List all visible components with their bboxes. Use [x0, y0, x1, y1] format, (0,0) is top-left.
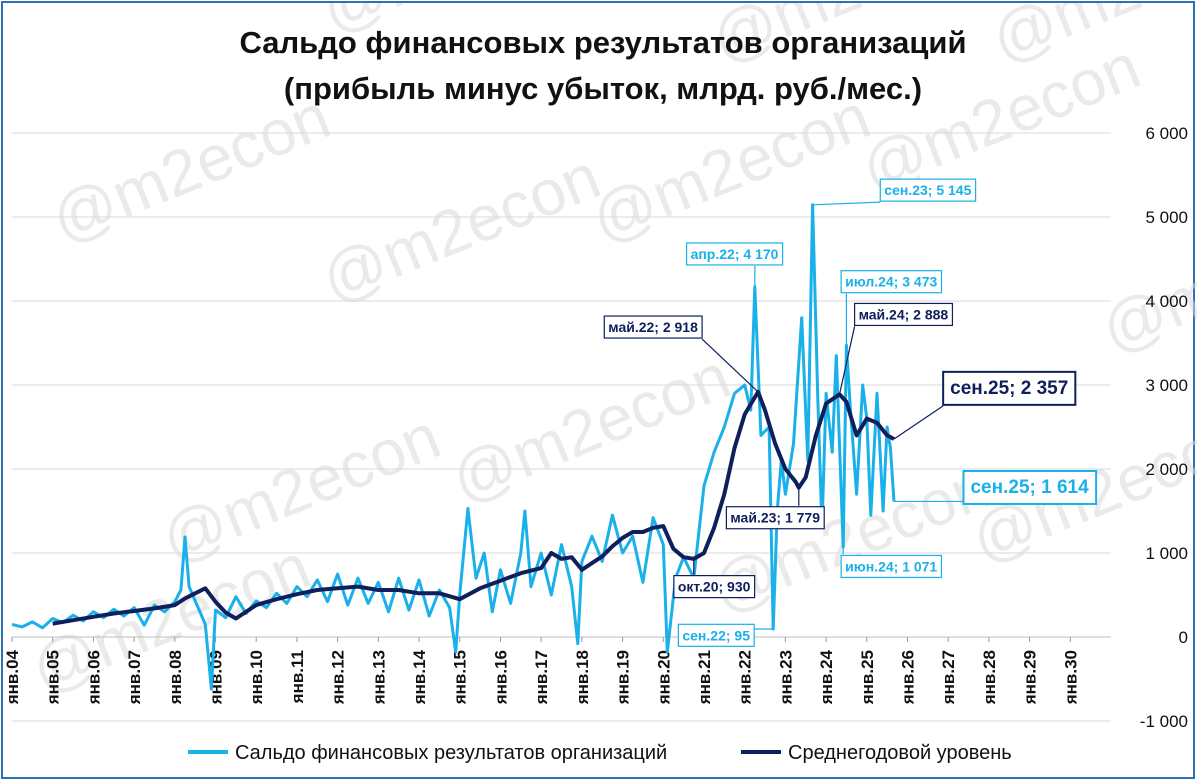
y-tick-label: 0 [1179, 628, 1188, 647]
x-tick-label: янв.18 [573, 650, 592, 705]
x-tick-label: янв.17 [532, 650, 551, 705]
y-tick-label: 2 000 [1145, 460, 1188, 479]
annotation-4: май.22; 2 918 [603, 315, 759, 393]
watermark-2: @m2econ [581, 80, 879, 256]
x-axis: янв.04 янв.05 янв.06 янв.07 янв.08 янв.09 янв.… [3, 637, 1080, 705]
x-tick-label: янв.22 [736, 650, 755, 705]
annotation-5: сен.25; 2 357 [893, 370, 1077, 440]
y-tick-label: 3 000 [1145, 376, 1188, 395]
watermark-6: @m2econ [441, 340, 739, 516]
annotation-box [853, 302, 954, 327]
gridlines [12, 132, 1111, 722]
x-tick-label: янв.28 [980, 650, 999, 705]
annotation-box [962, 469, 1098, 505]
chart-subtitle: (прибыль минус убыток, млрд. руб./мес.) [284, 71, 922, 106]
annotation-label: май.23; 1 779 [730, 510, 820, 526]
annotation-box [840, 270, 943, 294]
y-tick-label: -1 000 [1140, 712, 1188, 731]
annotation-label: июл.24; 3 473 [845, 274, 937, 290]
x-tick-label: янв.15 [451, 650, 470, 705]
annotation-0: сен.23; 5 145 [812, 178, 977, 206]
x-tick-label: янв.26 [898, 650, 917, 705]
series-line-2 [52, 389, 895, 626]
x-tick-label: янв.05 [44, 650, 63, 705]
x-tick-label: янв.10 [247, 650, 266, 705]
annotation-box [725, 506, 825, 530]
chart-title: Сальдо финансовых результатов организаци… [239, 25, 966, 60]
x-tick-label: янв.11 [288, 650, 307, 704]
y-tick-label: 5 000 [1145, 208, 1188, 227]
annotation-6: сен.25; 1 614 [894, 469, 1098, 505]
annotation-label: май.22; 2 918 [608, 319, 698, 335]
annotation-9: июн.24; 1 071 [840, 547, 943, 579]
annotation-label: сен.22; 95 [682, 627, 750, 643]
legend-label-series1: Сальдо финансовых результатов организаци… [235, 742, 667, 764]
annotation-2: июл.24; 3 473 [840, 270, 943, 346]
annotation-leader [812, 201, 881, 206]
x-tick-label: янв.12 [329, 650, 348, 705]
annotation-box [879, 178, 977, 202]
x-tick-label: янв.08 [166, 650, 185, 705]
y-tick-label: 4 000 [1145, 292, 1188, 311]
x-tick-label: янв.19 [614, 650, 633, 705]
watermark-0: @m2econ [41, 80, 339, 256]
x-tick-label: янв.04 [3, 649, 22, 705]
annotation-box [677, 623, 755, 647]
annotation-label: июн.24; 1 071 [845, 558, 937, 574]
x-tick-label: янв.29 [1021, 650, 1040, 705]
annotation-label: апр.22; 4 170 [691, 246, 779, 262]
annotation-label: сен.25; 2 357 [950, 378, 1068, 399]
y-tick-label: 1 000 [1145, 544, 1188, 563]
x-tick-label: янв.25 [858, 650, 877, 705]
x-tick-label: янв.20 [654, 650, 673, 705]
annotation-box [603, 315, 703, 339]
y-axis: -1 000 0 1 000 2 000 3 000 4 000 5 000 6 000 [1140, 124, 1188, 731]
series-line-1 [11, 203, 896, 691]
annotation-leader [893, 405, 944, 440]
y-tick-label: 6 000 [1145, 124, 1188, 143]
annotation-8: окт.20; 930 [673, 558, 756, 599]
annotation-1: апр.22; 4 170 [685, 242, 784, 287]
annotation-label: май.24; 2 888 [859, 306, 949, 322]
x-tick-label: янв.13 [369, 650, 388, 705]
x-tick-label: янв.24 [817, 649, 836, 705]
watermark-1: @m2econ [311, 140, 609, 316]
x-tick-label: янв.07 [125, 650, 144, 705]
legend: Сальдо финансовых результатов организаци… [188, 742, 1012, 764]
annotation-box [942, 370, 1077, 406]
annotation-10: сен.22; 95 [677, 623, 774, 647]
series-lines [11, 203, 896, 691]
annotation-7: май.23; 1 779 [725, 487, 825, 530]
x-tick-label: янв.30 [1061, 650, 1080, 705]
annotation-leader [701, 338, 759, 393]
x-tick-label: янв.21 [695, 650, 714, 705]
chart-svg: @m2econ@m2econ@m2econ@m2econ@m2econ@m2ec… [3, 3, 1197, 764]
watermark-7: @m2econ [701, 450, 999, 626]
x-tick-label: янв.06 [84, 650, 103, 705]
annotation-3: май.24; 2 888 [838, 302, 954, 395]
x-tick-label: янв.16 [491, 650, 510, 705]
annotation-leader [838, 326, 856, 395]
annotation-label: окт.20; 930 [678, 579, 751, 595]
annotation-box [685, 242, 784, 266]
annotation-label: сен.23; 5 145 [884, 182, 971, 198]
annotation-box [673, 574, 756, 599]
x-tick-label: янв.27 [939, 650, 958, 705]
annotation-label: сен.25; 1 614 [970, 477, 1089, 498]
x-tick-label: янв.14 [410, 649, 429, 705]
watermarks: @m2econ@m2econ@m2econ@m2econ@m2econ@m2ec… [21, 3, 1197, 706]
legend-label-series2: Среднегодовой уровень [788, 742, 1012, 764]
x-tick-label: янв.23 [776, 650, 795, 705]
annotation-box [840, 554, 943, 579]
annotations: сен.23; 5 145 апр.22; 4 170 июл.24; 3 473 м… [603, 178, 1098, 647]
